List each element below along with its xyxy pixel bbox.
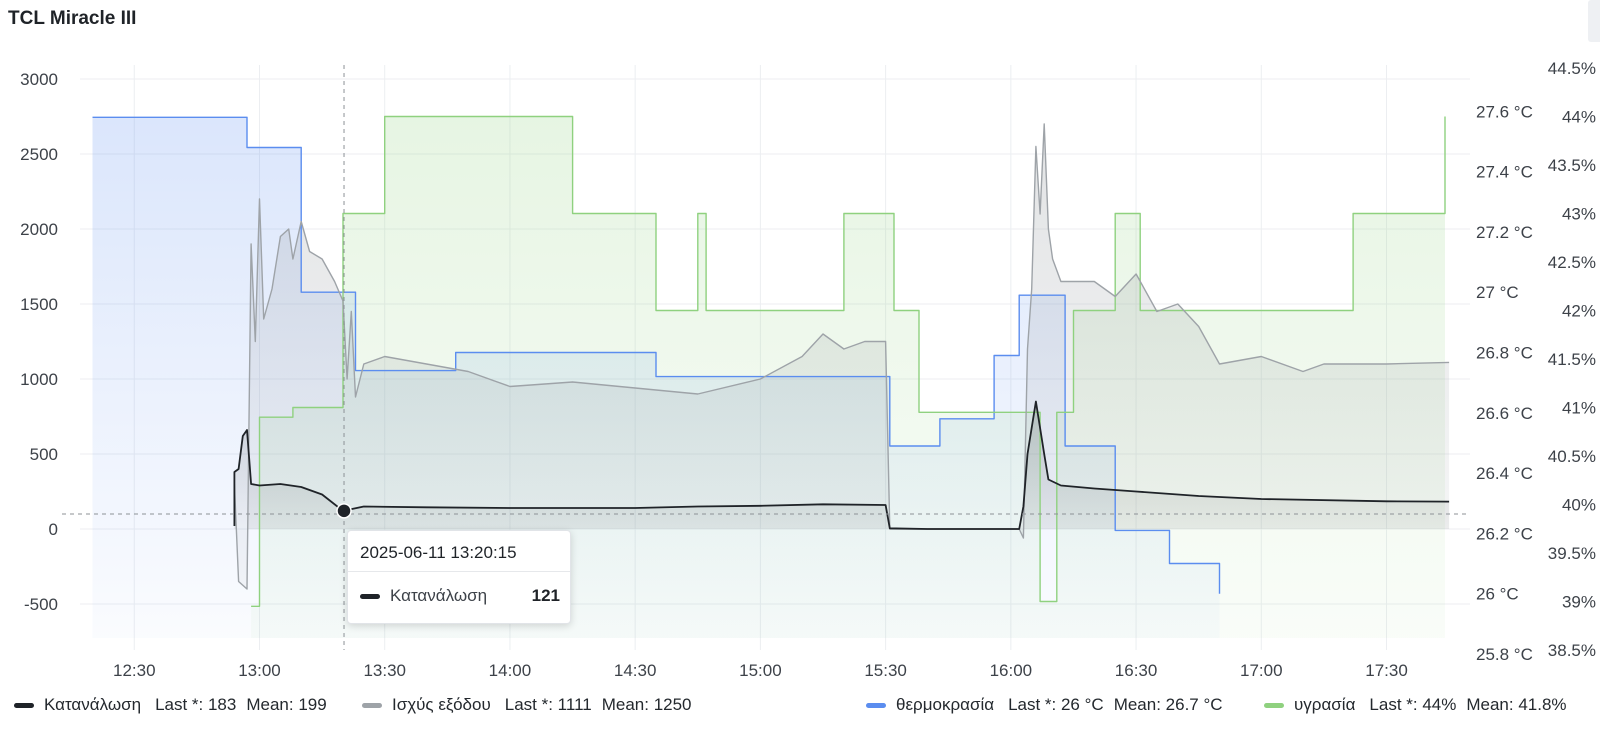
tooltip-series-swatch: [360, 594, 380, 599]
y-humidity-tick: 41%: [1562, 399, 1596, 418]
legend-mean: Mean: 41.8%: [1466, 695, 1567, 714]
x-tick: 14:00: [489, 661, 532, 680]
axes: 3000 2500 2000 1500 1000 500 0 -500 12:30 13:00 13…: [20, 59, 1596, 680]
x-tick: 14:30: [614, 661, 657, 680]
x-tick: 17:00: [1240, 661, 1283, 680]
y-left-tick: -500: [24, 595, 58, 614]
y-temp-tick: 27.2 °C: [1476, 223, 1533, 242]
y-temp-tick: 26.8 °C: [1476, 344, 1533, 363]
x-tick: 13:00: [238, 661, 281, 680]
y-humidity-tick: 43.5%: [1548, 156, 1596, 175]
y-left-tick: 0: [49, 520, 58, 539]
y-humidity-tick: 39.5%: [1548, 544, 1596, 563]
y-temp-tick: 26 °C: [1476, 585, 1519, 604]
legend-last: Last *: 1111: [504, 695, 592, 714]
y-temp-tick: 27 °C: [1476, 283, 1519, 302]
panel-title: TCL Miracle III: [8, 8, 137, 29]
legend-name: Κατανάλωση: [44, 695, 142, 714]
tooltip-time: 2025-06-11 13:20:15: [360, 543, 517, 562]
legend-mean: Mean: 1250: [601, 695, 692, 714]
tooltip-series-name: Κατανάλωση: [390, 586, 488, 605]
legend-mean: Mean: 26.7 °C: [1113, 695, 1223, 714]
cursor-overlay: [62, 65, 1470, 650]
y-temp-tick: 25.8 °C: [1476, 645, 1533, 664]
legend-swatch: [362, 702, 382, 708]
y-left-tick: 2500: [20, 145, 58, 164]
legend-last: Last *: 44%: [1369, 695, 1457, 714]
series-line-consumption: [233, 400, 1450, 530]
legend-last: Last *: 26 °C: [1008, 695, 1104, 714]
y-humidity-tick: 43%: [1562, 205, 1596, 224]
legend-mean: Mean: 199: [246, 695, 327, 714]
x-tick: 16:30: [1115, 661, 1158, 680]
tooltip-divider: [348, 571, 570, 572]
series-fill-consumption: [234, 401, 1450, 529]
y-humidity-tick: 44.5%: [1548, 59, 1596, 78]
y-humidity-tick: 38.5%: [1548, 641, 1596, 660]
cursor-point: [336, 503, 352, 519]
y-humidity-tick: 41.5%: [1548, 350, 1596, 369]
legend-name: θερμοκρασία: [896, 695, 995, 714]
y-temp-tick: 26.2 °C: [1476, 524, 1533, 543]
y-left-tick: 500: [30, 445, 58, 464]
series-line-output-power: [233, 123, 1450, 590]
legend-name: υγρασία: [1294, 695, 1356, 714]
y-temp-tick: 26.6 °C: [1476, 404, 1533, 423]
y-left-tick: 3000: [20, 70, 58, 89]
legend-item-temperature[interactable]: θερμοκρασία Last *: 26 °C Mean: 26.7 °C: [866, 694, 1233, 716]
series-line-temperature: [92, 116, 1221, 594]
x-tick: 12:30: [113, 661, 156, 680]
y-left-tick: 1500: [20, 295, 58, 314]
x-tick: 13:30: [363, 661, 406, 680]
x-tick: 15:00: [739, 661, 782, 680]
legend-item-output-power[interactable]: Ισχύς εξόδου Last *: 1111 Mean: 1250: [362, 694, 702, 716]
hover-tooltip: 2025-06-11 13:20:15 Κατανάλωση 121: [347, 530, 571, 624]
panel-menu-tab[interactable]: [1588, 0, 1600, 42]
legend-item-humidity[interactable]: υγρασία Last *: 44% Mean: 41.8%: [1264, 694, 1577, 716]
series-fill-output-power: [234, 124, 1450, 589]
legend-last: Last *: 183: [155, 695, 237, 714]
x-tick: 15:30: [864, 661, 907, 680]
y-humidity-tick: 44%: [1562, 108, 1596, 127]
series-lines: [92, 115, 1450, 607]
y-humidity-tick: 42.5%: [1548, 253, 1596, 272]
y-humidity-tick: 40%: [1562, 496, 1596, 515]
y-temp-tick: 27.4 °C: [1476, 163, 1533, 182]
y-left-tick: 1000: [20, 370, 58, 389]
y-temp-tick: 26.4 °C: [1476, 464, 1533, 483]
legend-item-consumption[interactable]: Κατανάλωση Last *: 183 Mean: 199: [14, 694, 337, 716]
legend-swatch: [14, 702, 34, 708]
y-left-tick: 2000: [20, 220, 58, 239]
tooltip-series-value: 121: [531, 586, 560, 605]
y-humidity-tick: 42%: [1562, 302, 1596, 321]
y-temp-tick: 27.6 °C: [1476, 102, 1533, 121]
legend-swatch: [866, 702, 886, 708]
legend-name: Ισχύς εξόδου: [392, 695, 491, 714]
y-humidity-tick: 39%: [1562, 593, 1596, 612]
series-line-humidity: [251, 115, 1446, 607]
x-tick: 16:00: [990, 661, 1033, 680]
x-tick: 17:30: [1365, 661, 1408, 680]
legend-swatch: [1264, 702, 1284, 708]
y-humidity-tick: 40.5%: [1548, 447, 1596, 466]
